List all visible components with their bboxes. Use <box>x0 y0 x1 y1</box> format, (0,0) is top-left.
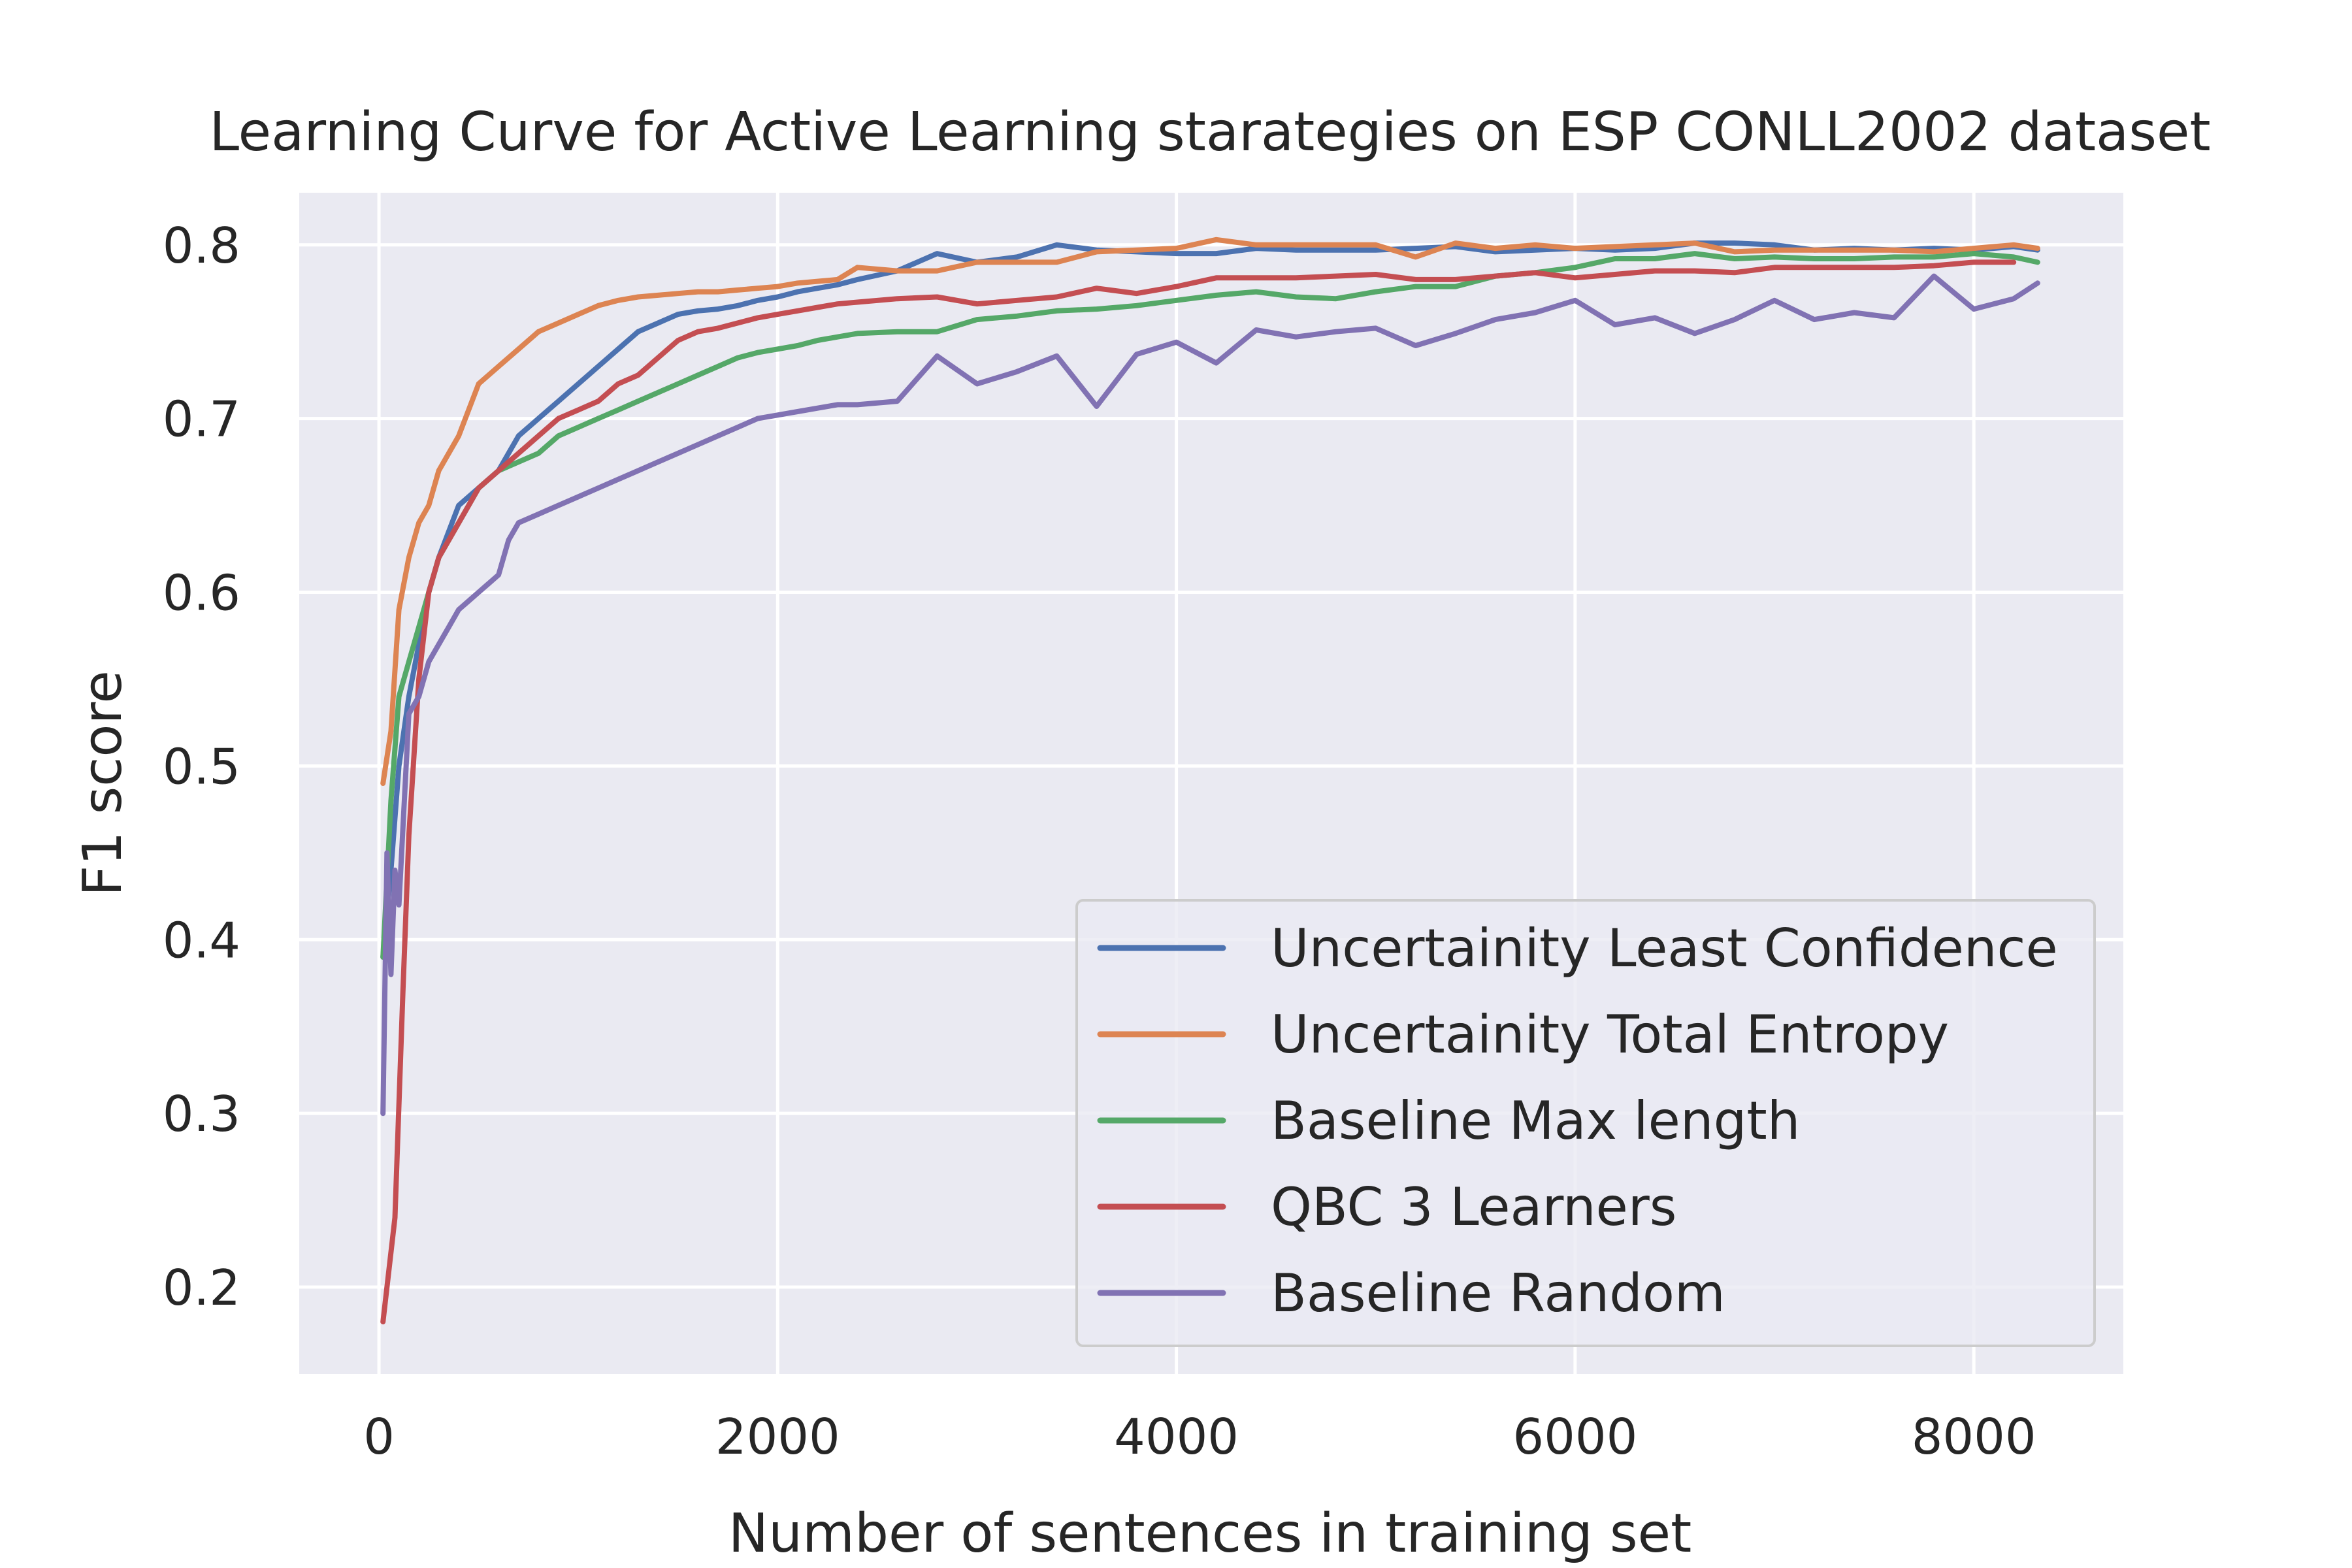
chart-title: Learning Curve for Active Learning stara… <box>209 101 2210 163</box>
series-line <box>380 237 2040 786</box>
y-tick-label: 0.6 <box>163 564 240 622</box>
series-lines <box>380 237 2040 1325</box>
series-line <box>380 251 2040 960</box>
x-tick-label: 4000 <box>1114 1408 1239 1465</box>
grid-lines <box>299 193 2123 1374</box>
x-tick-label: 8000 <box>1912 1408 2036 1465</box>
legend-label: Baseline Max length <box>1271 1090 1800 1151</box>
y-tick-label: 0.7 <box>163 391 240 448</box>
legend-label: Baseline Random <box>1271 1263 1725 1324</box>
y-tick-label: 0.4 <box>163 911 240 969</box>
x-tick-label: 2000 <box>715 1408 840 1465</box>
legend-label: QBC 3 Learners <box>1271 1177 1676 1237</box>
legend-label: Uncertainity Least Confidence <box>1271 918 2058 979</box>
x-axis-label: Number of sentences in training set <box>728 1503 1691 1565</box>
x-tick-label: 6000 <box>1512 1408 1637 1465</box>
y-tick-label: 0.8 <box>163 217 240 274</box>
x-tick-label: 0 <box>363 1408 395 1465</box>
legend-label: Uncertainity Total Entropy <box>1271 1004 1949 1065</box>
y-tick-label: 0.5 <box>163 738 240 795</box>
series-line <box>380 259 2017 1325</box>
y-tick-labels: 0.2 0.3 0.4 0.5 0.6 0.7 0.8 <box>163 217 240 1316</box>
y-tick-label: 0.3 <box>163 1085 240 1143</box>
x-tick-labels: 0 2000 4000 6000 8000 <box>363 1408 2036 1465</box>
legend: Uncertainity Least Confidence Uncertainit… <box>1075 899 2096 1347</box>
y-tick-label: 0.2 <box>163 1259 240 1316</box>
y-axis-label: F1 score <box>72 670 134 896</box>
series-line <box>380 273 2040 1117</box>
legend-box <box>1075 899 2096 1347</box>
